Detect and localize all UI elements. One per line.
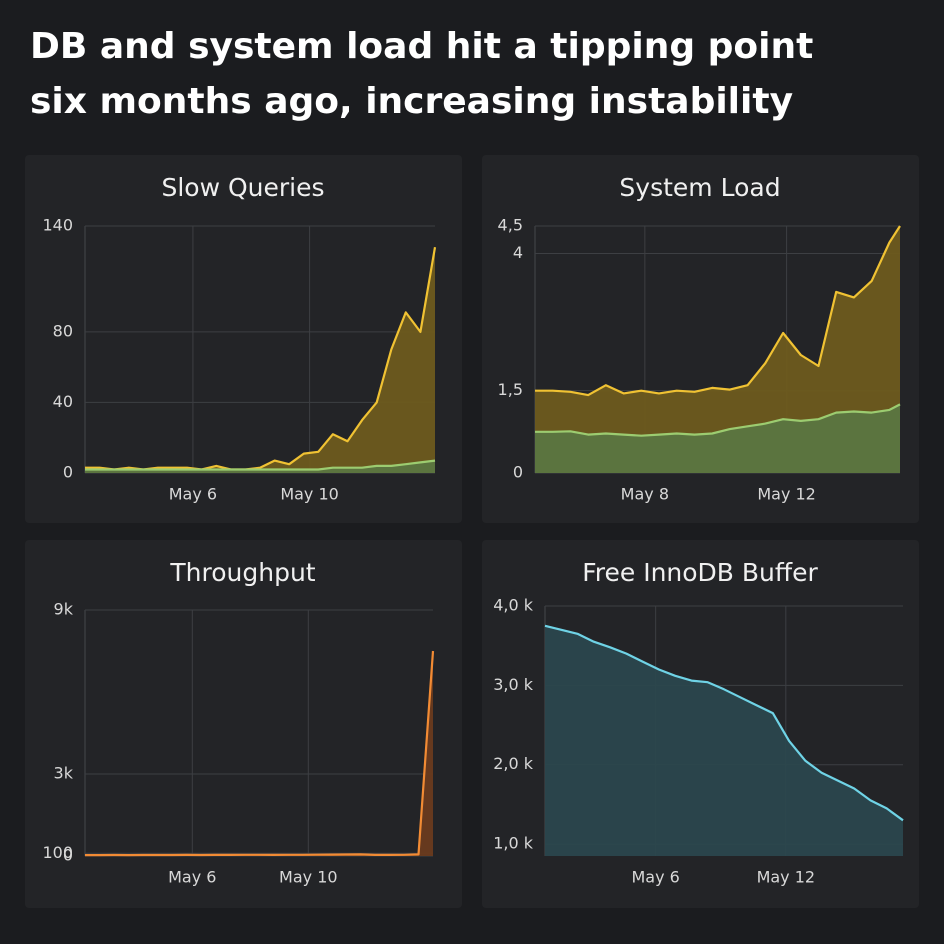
panel-title: Slow Queries — [161, 173, 324, 202]
area — [545, 625, 903, 856]
line — [85, 459, 436, 471]
y-tick-label: 1,0 k — [493, 834, 534, 853]
panel-title: Throughput — [169, 558, 315, 587]
y-tick-label: 4,5 — [498, 216, 523, 235]
panel-title: System Load — [619, 173, 780, 202]
panel — [25, 540, 462, 908]
y-tick-label: 1,5 — [498, 380, 523, 399]
y-tick-label: 0 — [63, 463, 73, 482]
y-tick-label: 3,0 k — [493, 675, 534, 694]
line — [85, 650, 435, 857]
x-tick-label: May 8 — [621, 485, 669, 504]
panel — [25, 155, 462, 523]
y-tick-label: 80 — [53, 321, 73, 340]
panel-title: Free InnoDB Buffer — [582, 558, 818, 587]
y-tick-label: 4,0 k — [493, 596, 534, 615]
y-tick-label: 140 — [42, 216, 73, 235]
area — [535, 404, 900, 473]
y-tick-label: 9k — [54, 600, 74, 619]
y-tick-label: 100 — [42, 843, 73, 862]
x-tick-label: May 10 — [279, 868, 338, 887]
x-tick-label: May 6 — [168, 868, 216, 887]
x-tick-label: May 12 — [757, 485, 816, 504]
x-tick-label: May 6 — [631, 868, 679, 887]
y-tick-label: 0 — [513, 463, 523, 482]
page-title: DB and system load hit a tipping point si… — [30, 26, 813, 122]
area — [535, 226, 900, 473]
y-tick-label: 0 — [63, 846, 73, 865]
line — [535, 225, 901, 397]
x-tick-label: May 10 — [280, 485, 339, 504]
y-tick-label: 2,0 k — [493, 754, 534, 773]
x-tick-label: May 12 — [757, 868, 816, 887]
y-tick-label: 4 — [513, 243, 523, 262]
y-tick-label: 40 — [53, 392, 73, 411]
area — [85, 247, 435, 473]
line — [544, 624, 904, 822]
x-tick-label: May 6 — [169, 485, 217, 504]
y-tick-label: 3k — [54, 764, 74, 783]
line — [535, 403, 901, 437]
